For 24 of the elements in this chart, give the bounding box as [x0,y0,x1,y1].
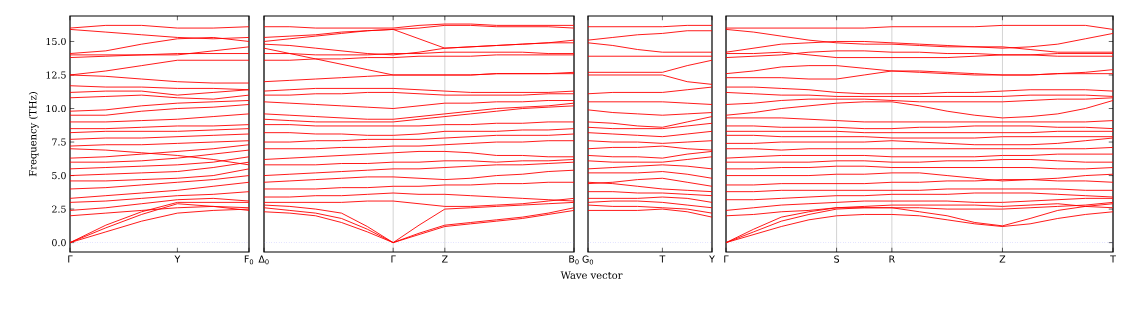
x-tick-label: Δ$_{0}$ [258,255,269,265]
x-tick-label: F$_{0}$ [244,255,254,265]
y-tick-label: 12.5 [46,71,66,79]
y-tick-label: 7.5 [52,138,66,146]
y-tick-label: 5.0 [52,171,66,180]
x-tick-label: Γ [68,255,73,263]
x-tick-label: Y [709,255,715,263]
x-tick-label: G$_{0}$ [582,255,594,265]
y-tick-label: 10.0 [46,104,66,113]
x-tick-label: Z [999,255,1006,263]
x-tick-label: T [1110,255,1116,263]
x-tick-label: B$_{0}$ [569,255,579,265]
x-tick-label: R [889,255,895,263]
y-tick-label: 0.0 [52,239,66,247]
y-axis-title: Frequency (THz) [28,92,39,177]
x-tick-label: Z [442,255,448,263]
y-tick-label: 2.5 [52,205,66,213]
x-tick-label: S [834,255,840,263]
x-tick-label: Γ [391,255,396,263]
x-axis-title: Wave vector [560,271,623,279]
x-tick-label: T [659,255,666,263]
x-tick-label: Γ [724,255,729,263]
x-tick-label: Y [174,255,181,263]
y-tick-label: 15.0 [46,37,66,46]
